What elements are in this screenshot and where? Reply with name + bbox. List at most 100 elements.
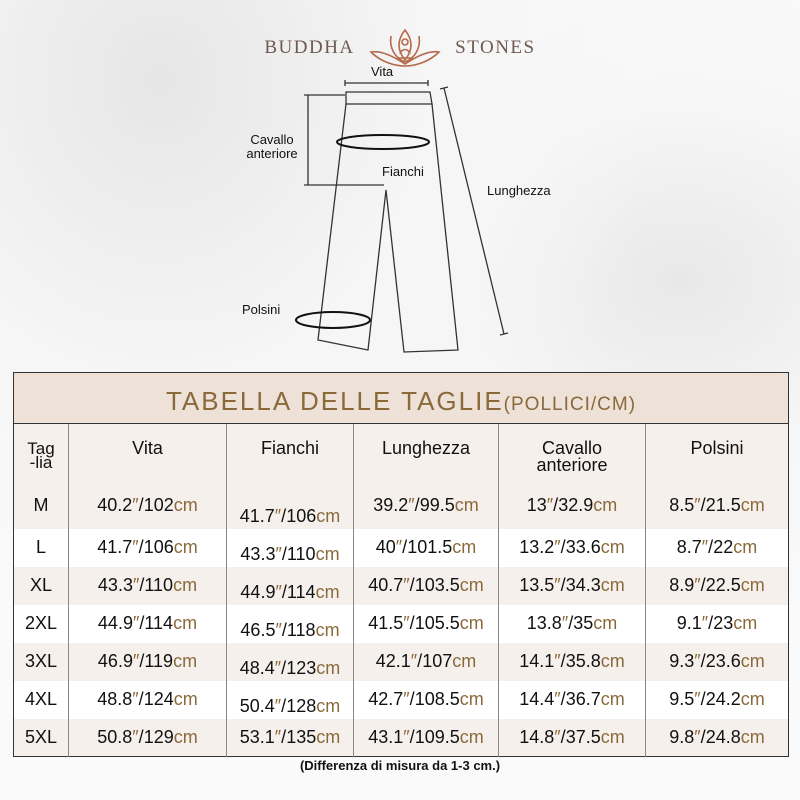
unit-text: cm <box>459 613 484 633</box>
value-text: 23.6 <box>705 651 741 671</box>
unit-text: cm <box>600 689 625 709</box>
separator: / <box>281 657 287 678</box>
value-text: 48.4 <box>239 657 275 678</box>
unit-text: cm <box>740 575 765 595</box>
unit-text: cm <box>600 537 625 557</box>
unit-text: cm <box>173 537 198 557</box>
unit-text: ″ <box>132 495 139 515</box>
value-text: 14.8 <box>519 726 555 747</box>
unit-text: cm <box>459 726 484 747</box>
measurement-cell: 46.9″/119cm <box>68 642 227 681</box>
separator: / <box>409 613 415 633</box>
column-header: Lunghezza <box>353 423 499 483</box>
value-text: 41.7 <box>97 537 133 557</box>
unit-text: ″ <box>701 613 709 633</box>
table-row: 4XL 48.8″/124cm 50.4″/128cm 42.7″/108.5cm 14… <box>13 680 789 719</box>
value-text: 13 <box>526 495 547 515</box>
unit-text: cm <box>740 689 765 709</box>
value-text: 44.9 <box>240 581 276 602</box>
size-cell: M <box>13 482 69 529</box>
separator: / <box>409 575 415 595</box>
unit-text: ″ <box>132 726 139 747</box>
separator: / <box>414 495 420 515</box>
unit-text: cm <box>173 575 198 595</box>
unit-text: cm <box>454 495 479 515</box>
measurement-cell: 40″/101.5cm <box>353 528 499 567</box>
unit-text: cm <box>315 619 340 640</box>
separator: / <box>560 537 566 557</box>
value-text: 119 <box>144 651 174 671</box>
brand-right: STONES <box>455 37 536 58</box>
value-text: 118 <box>286 619 316 640</box>
size-cell: XL <box>13 566 69 605</box>
size-cell: 2XL <box>13 604 69 643</box>
unit-text: ″ <box>395 537 403 557</box>
measurement-cell: 13″/32.9cm <box>498 482 646 529</box>
separator: / <box>281 543 287 564</box>
unit-text: ″ <box>554 575 561 595</box>
table-row: L 41.7″/106cm 43.3″/110cm 40″/101.5cm 13.2″/… <box>13 528 789 567</box>
unit-text: cm <box>315 581 340 602</box>
measurement-cell: 50.8″/129cm <box>68 718 227 757</box>
value-text: 14.1 <box>519 651 555 671</box>
value-text: 32.9 <box>558 495 594 515</box>
value-text: 13.8 <box>526 613 562 633</box>
measurement-cell: 42.7″/108.5cm <box>353 680 499 719</box>
value-text: 46.9 <box>97 651 133 671</box>
measurement-cell: 42.1″/107cm <box>353 642 499 681</box>
separator: / <box>700 689 706 709</box>
separator: / <box>138 537 144 557</box>
measurement-cell: 41.7″/106cm <box>226 482 354 529</box>
unit-text: ″ <box>554 726 561 747</box>
unit-text: cm <box>733 613 758 633</box>
value-text: 9.1 <box>676 613 702 633</box>
unit-text: ″ <box>132 613 140 633</box>
separator: / <box>560 575 566 595</box>
unit-text: ″ <box>275 619 282 640</box>
value-text: 128 <box>286 695 317 716</box>
value-text: 36.7 <box>565 689 601 709</box>
value-text: 8.9 <box>669 575 695 595</box>
measurement-cell: 13.8″/35cm <box>498 604 646 643</box>
table-title: TABELLA DELLE TAGLIE(POLLICI/CM) <box>13 372 789 424</box>
value-text: 103.5 <box>414 575 460 595</box>
unit-text: ″ <box>132 689 139 709</box>
measurement-cell: 14.4″/36.7cm <box>498 680 646 719</box>
value-text: 24.2 <box>705 689 741 709</box>
separator: / <box>281 581 287 602</box>
value-text: 42.7 <box>368 689 404 709</box>
unit-text: cm <box>316 726 341 747</box>
value-text: 48.8 <box>97 689 133 709</box>
pants-outline-icon <box>295 80 509 353</box>
value-text: 14.4 <box>519 689 555 709</box>
value-text: 34.3 <box>565 575 601 595</box>
separator: / <box>138 495 144 515</box>
unit-text: cm <box>452 651 477 671</box>
unit-text: ″ <box>554 651 561 671</box>
value-text: 101.5 <box>407 537 453 557</box>
table-row: 3XL 46.9″/119cm 48.4″/123cm 42.1″/107cm 14.1… <box>13 642 789 681</box>
column-header: Polsini <box>645 423 789 483</box>
separator: / <box>560 689 566 709</box>
unit-text: cm <box>452 537 477 557</box>
separator: / <box>560 726 566 747</box>
value-text: 109.5 <box>414 726 460 747</box>
size-cell: 4XL <box>13 680 69 719</box>
value-text: 13.2 <box>519 537 555 557</box>
unit-text: ″ <box>275 581 282 602</box>
measurement-cell: 46.5″/118cm <box>226 604 354 643</box>
unit-text: ″ <box>403 726 410 747</box>
unit-text: cm <box>173 726 198 747</box>
value-text: 21.5 <box>705 495 741 515</box>
unit-text: cm <box>600 726 625 747</box>
brand-logo: BUDDHA STONES <box>0 26 800 70</box>
value-text: 43.3 <box>240 543 276 564</box>
lotus-meditation-icon <box>369 28 441 67</box>
separator: / <box>139 613 145 633</box>
title-text: TABELLA DELLE TAGLIE <box>165 385 504 416</box>
title-units: (POLLICI/CM) <box>503 393 637 415</box>
unit-text: ″ <box>274 726 282 747</box>
value-text: 108.5 <box>414 689 460 709</box>
value-text: 9.3 <box>669 651 695 671</box>
value-text: 35 <box>573 613 594 633</box>
